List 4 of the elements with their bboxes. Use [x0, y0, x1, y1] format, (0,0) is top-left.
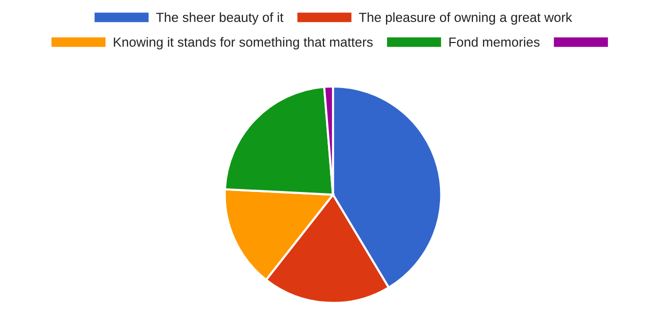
legend-label: Knowing it stands for something that matters: [114, 37, 373, 50]
legend-label: The pleasure of owning a great work: [359, 12, 572, 25]
legend-label: Fond memories: [449, 37, 540, 47]
legend-label: The sheer beauty of it: [156, 12, 284, 25]
